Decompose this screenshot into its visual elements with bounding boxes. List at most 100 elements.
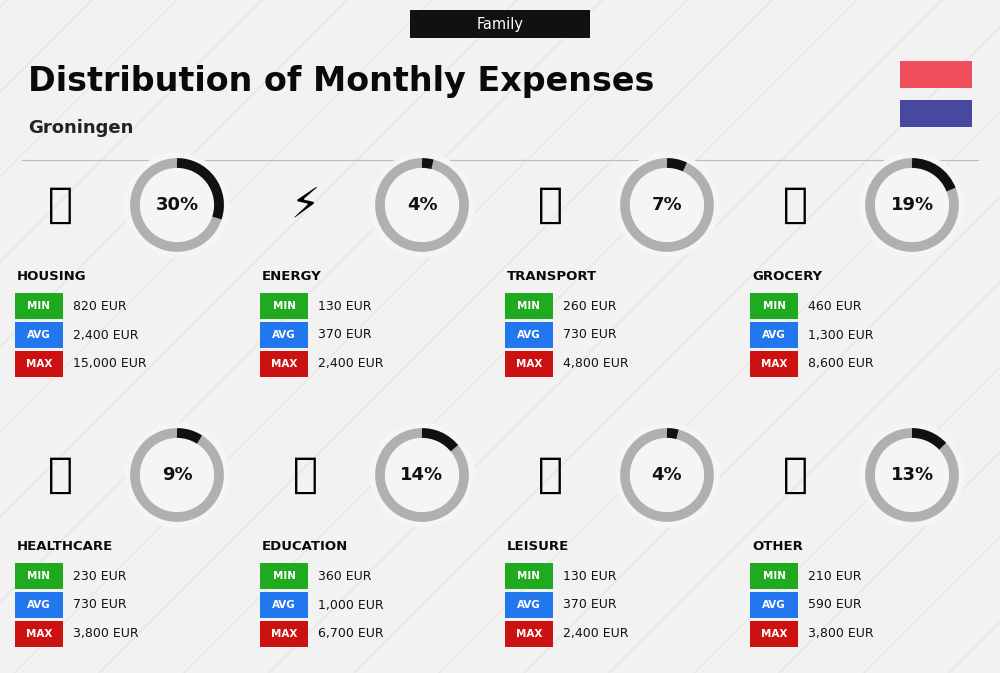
Text: 🚌: 🚌 [538,184,562,226]
FancyBboxPatch shape [15,351,63,377]
Circle shape [860,153,964,257]
Text: ENERGY: ENERGY [262,271,322,283]
FancyBboxPatch shape [260,621,308,647]
Circle shape [370,423,474,527]
Text: 4%: 4% [407,196,437,214]
Text: 730 EUR: 730 EUR [563,328,617,341]
Text: 13%: 13% [890,466,934,484]
Circle shape [615,423,719,527]
Text: AVG: AVG [762,600,786,610]
Text: 590 EUR: 590 EUR [808,598,862,612]
Text: 4%: 4% [652,466,682,484]
FancyBboxPatch shape [505,563,553,589]
FancyBboxPatch shape [505,293,553,319]
Text: MAX: MAX [26,629,52,639]
FancyBboxPatch shape [750,351,798,377]
Text: OTHER: OTHER [752,540,803,553]
FancyBboxPatch shape [15,621,63,647]
Text: 14%: 14% [400,466,444,484]
Text: HOUSING: HOUSING [17,271,87,283]
Text: 260 EUR: 260 EUR [563,299,617,312]
FancyBboxPatch shape [15,592,63,618]
FancyBboxPatch shape [505,351,553,377]
Text: MIN: MIN [27,301,50,311]
Circle shape [615,153,719,257]
FancyBboxPatch shape [260,592,308,618]
Text: AVG: AVG [272,600,296,610]
Text: 🛍️: 🛍️ [538,454,562,496]
Text: MAX: MAX [271,629,297,639]
Text: LEISURE: LEISURE [507,540,569,553]
FancyBboxPatch shape [410,10,590,38]
Text: 🎓: 🎓 [292,454,318,496]
Circle shape [125,423,229,527]
FancyBboxPatch shape [260,293,308,319]
Circle shape [125,153,229,257]
Text: 730 EUR: 730 EUR [73,598,127,612]
Text: 210 EUR: 210 EUR [808,569,862,583]
Text: 7%: 7% [652,196,682,214]
FancyBboxPatch shape [750,592,798,618]
Text: MIN: MIN [273,301,296,311]
Text: 460 EUR: 460 EUR [808,299,862,312]
Text: 3,800 EUR: 3,800 EUR [808,627,874,641]
Text: 2,400 EUR: 2,400 EUR [563,627,629,641]
Text: 6,700 EUR: 6,700 EUR [318,627,384,641]
Text: EDUCATION: EDUCATION [262,540,348,553]
Text: 820 EUR: 820 EUR [73,299,127,312]
Text: MIN: MIN [763,301,786,311]
Text: MIN: MIN [27,571,50,581]
Text: 👜: 👜 [782,454,808,496]
Text: MAX: MAX [761,629,787,639]
Text: AVG: AVG [762,330,786,340]
FancyBboxPatch shape [260,563,308,589]
FancyBboxPatch shape [15,293,63,319]
Text: AVG: AVG [27,330,51,340]
FancyBboxPatch shape [900,100,972,127]
Text: AVG: AVG [517,330,541,340]
Circle shape [370,153,474,257]
FancyBboxPatch shape [505,322,553,348]
Text: MAX: MAX [761,359,787,369]
FancyBboxPatch shape [750,563,798,589]
Text: 230 EUR: 230 EUR [73,569,126,583]
Text: 15,000 EUR: 15,000 EUR [73,357,147,371]
Text: MIN: MIN [518,301,540,311]
Text: 19%: 19% [890,196,934,214]
Text: 370 EUR: 370 EUR [318,328,372,341]
FancyBboxPatch shape [900,61,972,88]
Text: MAX: MAX [516,359,542,369]
Text: MAX: MAX [271,359,297,369]
Text: 1,300 EUR: 1,300 EUR [808,328,874,341]
Text: GROCERY: GROCERY [752,271,822,283]
Text: MAX: MAX [26,359,52,369]
FancyBboxPatch shape [15,322,63,348]
FancyBboxPatch shape [750,293,798,319]
FancyBboxPatch shape [15,563,63,589]
Text: AVG: AVG [27,600,51,610]
FancyBboxPatch shape [260,322,308,348]
Text: 9%: 9% [162,466,192,484]
Text: 🏢: 🏢 [48,184,72,226]
FancyBboxPatch shape [505,621,553,647]
Text: MAX: MAX [516,629,542,639]
Text: 🩺: 🩺 [48,454,72,496]
Text: 2,400 EUR: 2,400 EUR [73,328,138,341]
Text: 130 EUR: 130 EUR [318,299,372,312]
Text: 1,000 EUR: 1,000 EUR [318,598,384,612]
Text: HEALTHCARE: HEALTHCARE [17,540,113,553]
FancyBboxPatch shape [505,592,553,618]
Text: 🫙: 🫙 [782,184,808,226]
Text: 4,800 EUR: 4,800 EUR [563,357,629,371]
Text: 2,400 EUR: 2,400 EUR [318,357,384,371]
Text: 8,600 EUR: 8,600 EUR [808,357,874,371]
FancyBboxPatch shape [750,322,798,348]
Text: ⚡: ⚡ [290,184,320,226]
FancyBboxPatch shape [260,351,308,377]
Text: 3,800 EUR: 3,800 EUR [73,627,139,641]
Text: 370 EUR: 370 EUR [563,598,617,612]
Text: MIN: MIN [763,571,786,581]
Circle shape [860,423,964,527]
Text: AVG: AVG [517,600,541,610]
FancyBboxPatch shape [750,621,798,647]
